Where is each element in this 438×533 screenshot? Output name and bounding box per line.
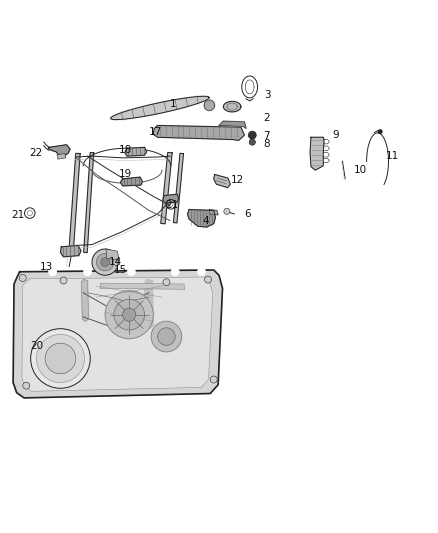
Circle shape [378, 130, 382, 133]
Polygon shape [209, 209, 218, 215]
Text: 12: 12 [231, 175, 244, 185]
Polygon shape [22, 277, 213, 391]
Text: 11: 11 [385, 151, 399, 161]
Polygon shape [84, 152, 94, 253]
Circle shape [123, 308, 136, 321]
Circle shape [127, 268, 136, 276]
Polygon shape [214, 174, 230, 188]
Circle shape [197, 268, 206, 276]
Polygon shape [13, 270, 223, 398]
Text: 21: 21 [166, 200, 179, 210]
Circle shape [36, 334, 85, 383]
Text: 10: 10 [354, 165, 367, 175]
Text: 13: 13 [40, 262, 53, 272]
Polygon shape [48, 145, 70, 156]
Polygon shape [187, 209, 215, 227]
Text: 20: 20 [30, 341, 43, 351]
Polygon shape [81, 280, 88, 321]
Text: 6: 6 [244, 209, 251, 219]
Text: 17: 17 [149, 127, 162, 136]
Polygon shape [57, 154, 66, 159]
Text: 14: 14 [109, 257, 122, 267]
Circle shape [171, 268, 180, 276]
Circle shape [19, 274, 26, 281]
Polygon shape [69, 154, 80, 254]
Circle shape [60, 277, 67, 284]
Text: 2: 2 [263, 114, 269, 124]
Text: 19: 19 [119, 168, 132, 179]
Circle shape [163, 279, 170, 286]
Circle shape [92, 249, 118, 275]
Polygon shape [173, 154, 184, 223]
Circle shape [101, 258, 110, 266]
Circle shape [210, 376, 217, 383]
Text: 4: 4 [202, 215, 209, 225]
Polygon shape [120, 177, 142, 186]
Circle shape [205, 276, 212, 283]
Polygon shape [223, 101, 241, 112]
Polygon shape [161, 152, 172, 224]
Text: 8: 8 [263, 139, 269, 149]
Polygon shape [310, 138, 324, 170]
Polygon shape [153, 125, 244, 140]
Text: 21: 21 [11, 210, 24, 220]
Text: 1: 1 [170, 100, 177, 109]
Polygon shape [106, 249, 119, 260]
Polygon shape [125, 147, 147, 156]
Circle shape [96, 253, 114, 271]
Circle shape [83, 268, 92, 276]
Text: 15: 15 [114, 265, 127, 275]
Circle shape [158, 328, 175, 345]
Polygon shape [111, 96, 209, 119]
Text: 9: 9 [332, 130, 339, 140]
Circle shape [248, 131, 256, 139]
Circle shape [151, 321, 182, 352]
Circle shape [31, 329, 90, 388]
Circle shape [45, 343, 76, 374]
Text: 3: 3 [264, 90, 270, 100]
Circle shape [224, 208, 230, 214]
Text: 18: 18 [119, 146, 132, 156]
Text: 7: 7 [263, 131, 269, 141]
Circle shape [114, 300, 145, 330]
Polygon shape [219, 121, 246, 128]
Polygon shape [100, 283, 185, 289]
Polygon shape [163, 194, 179, 203]
Circle shape [48, 268, 57, 276]
Text: 22: 22 [30, 148, 43, 158]
Circle shape [105, 290, 153, 339]
Circle shape [249, 139, 255, 145]
Circle shape [23, 382, 30, 389]
Polygon shape [145, 280, 153, 329]
Polygon shape [60, 246, 81, 257]
Polygon shape [204, 100, 215, 110]
